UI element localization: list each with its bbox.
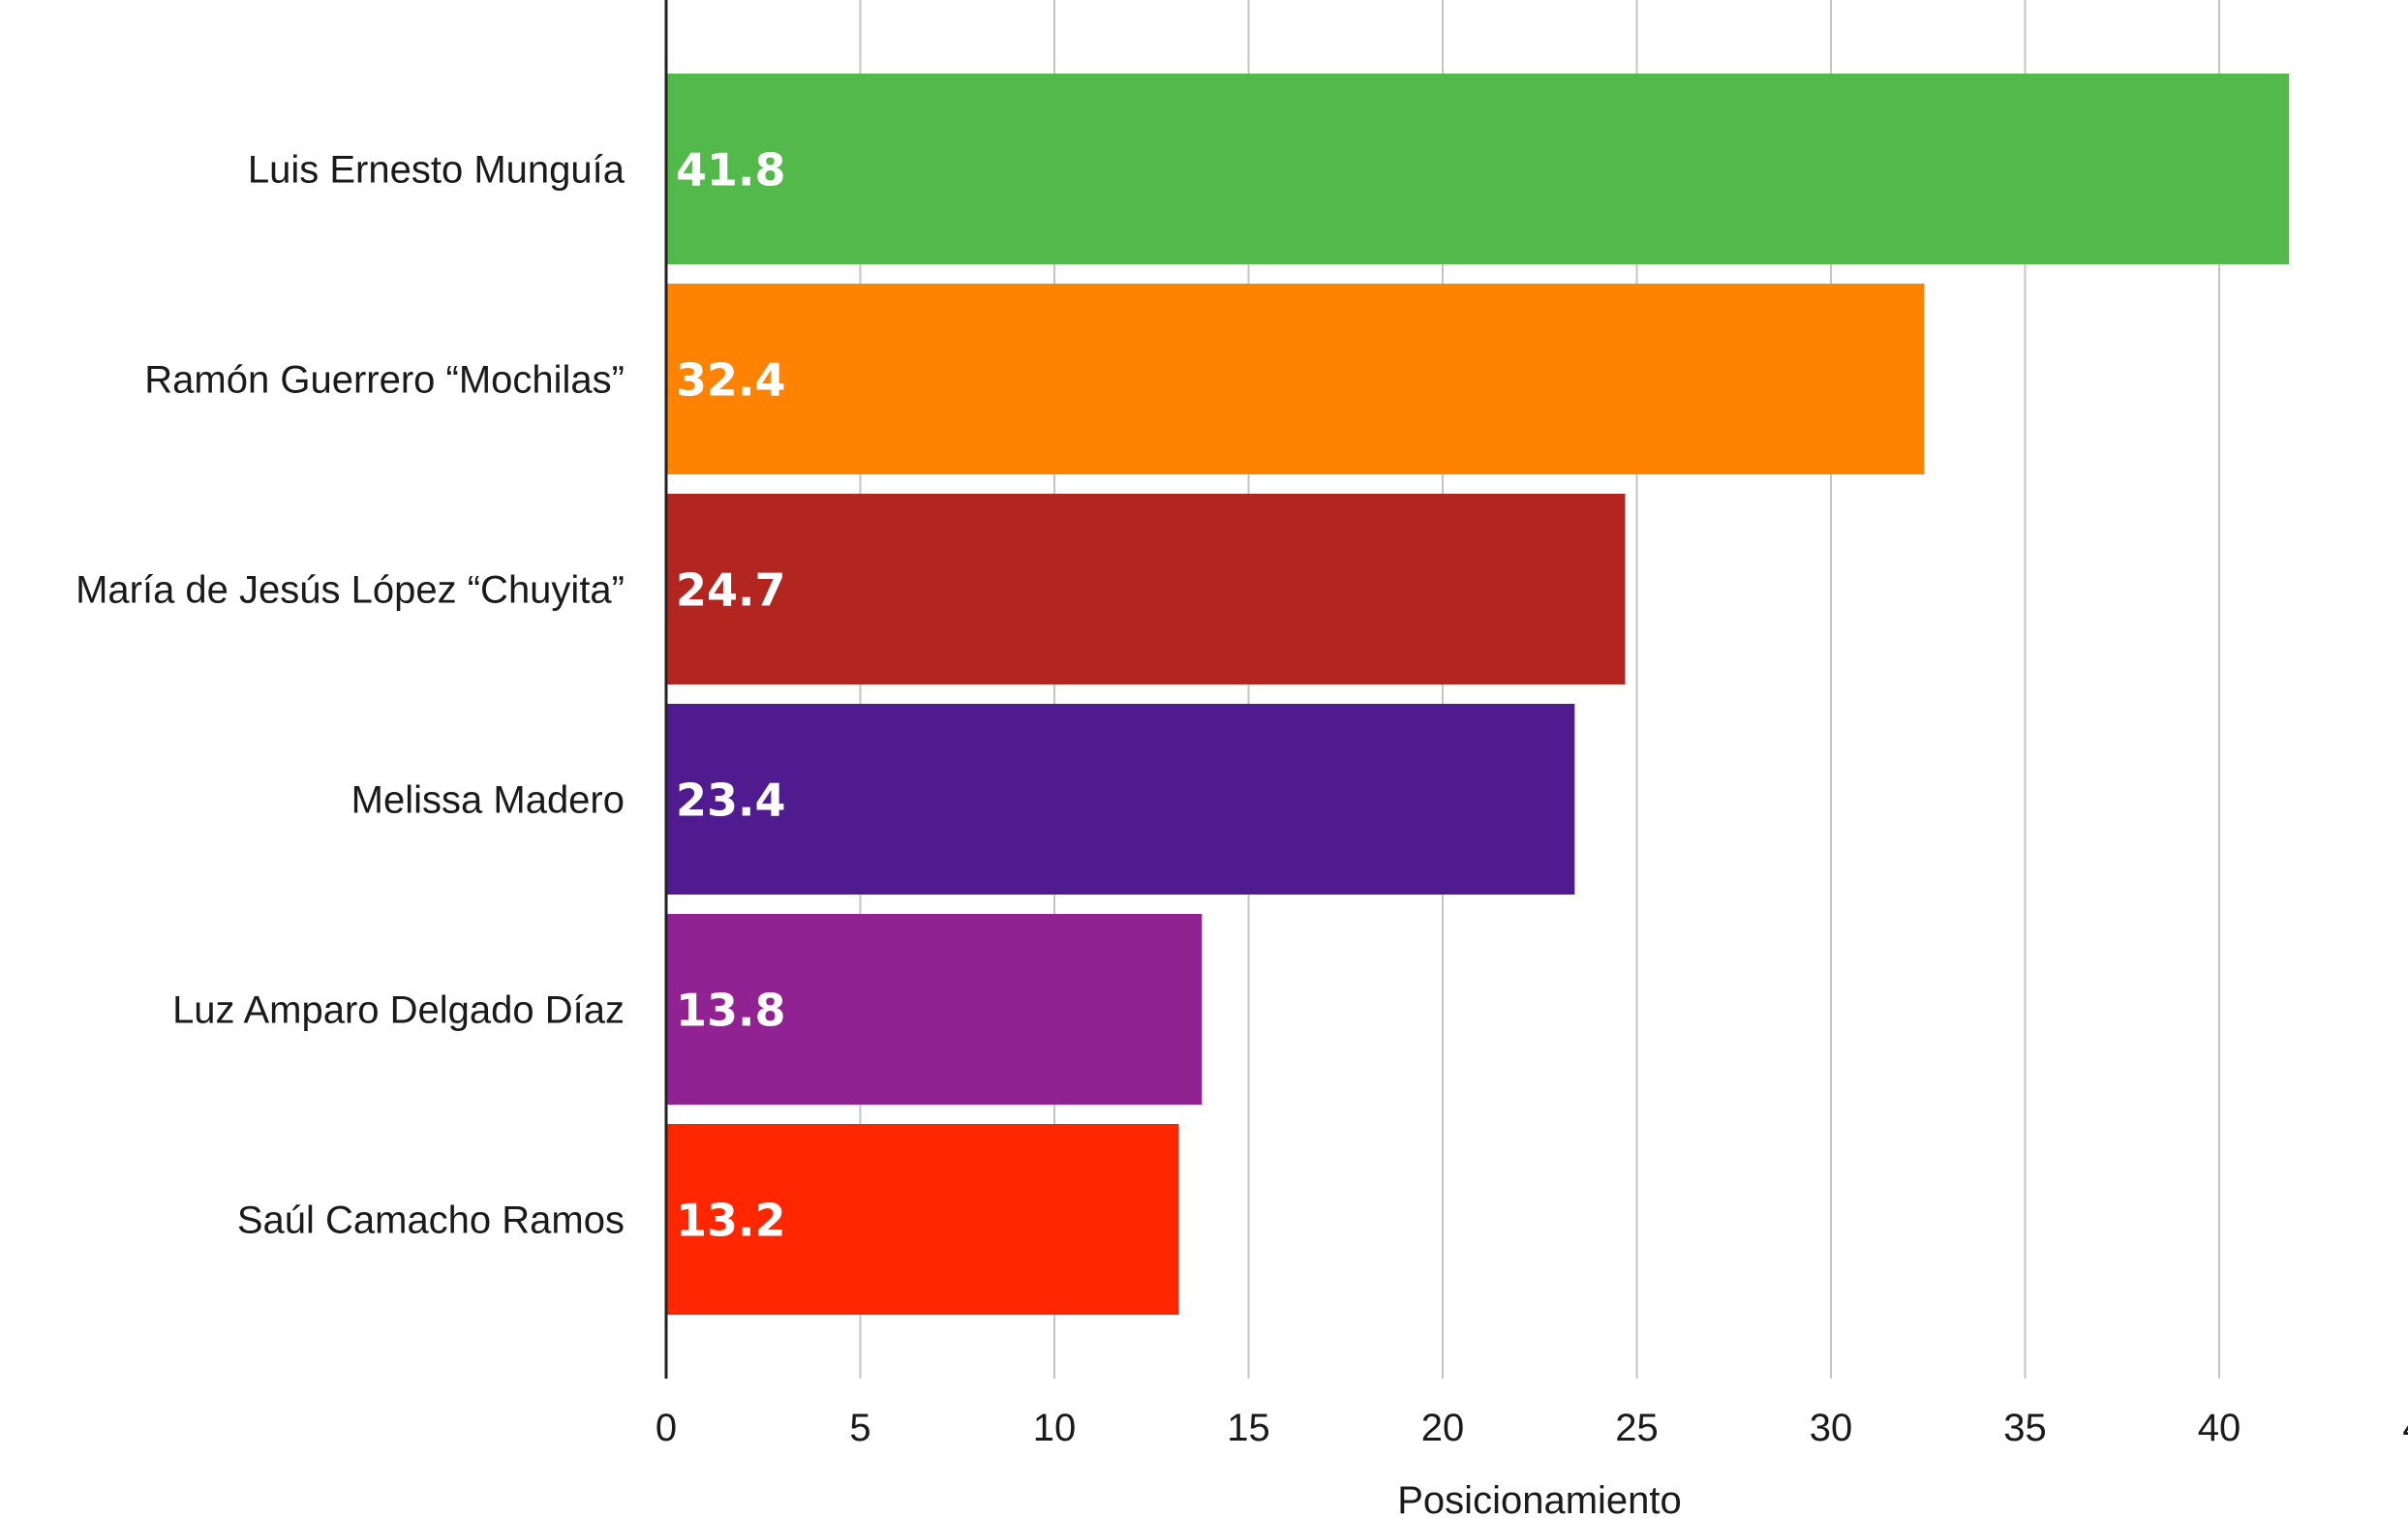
x-tick-label: 35 <box>2003 1407 2047 1449</box>
x-tick-label: 15 <box>1227 1407 1270 1449</box>
x-tick-label: 30 <box>1810 1407 1853 1449</box>
bar <box>666 704 1575 895</box>
data-label: 24.7 <box>676 564 786 617</box>
x-tick-label: 5 <box>849 1407 870 1449</box>
category-label: Luz Amparo Delgado Díaz <box>172 989 625 1032</box>
data-label: 32.4 <box>676 354 786 407</box>
category-label: Saúl Camacho Ramos <box>237 1200 625 1242</box>
x-tick-label: 25 <box>1615 1407 1659 1449</box>
x-tick-label: 4 <box>2402 1407 2408 1449</box>
data-label: 13.2 <box>676 1195 786 1247</box>
data-labels: 41.8 32.4 24.7 23.4 13.8 13.2 <box>676 144 786 1247</box>
category-label: Ramón Guerrero “Mochilas” <box>144 359 625 402</box>
category-label: Luis Ernesto Munguía <box>248 149 625 192</box>
x-axis-title: Posicionamiento <box>1397 1479 1682 1519</box>
data-label: 13.8 <box>676 985 786 1037</box>
x-tick-label: 40 <box>2198 1407 2241 1449</box>
data-label: 41.8 <box>676 144 786 197</box>
category-labels: Luis Ernesto Munguía Ramón Guerrero “Moch… <box>76 149 625 1242</box>
x-tick-label: 20 <box>1421 1407 1465 1449</box>
bar <box>666 914 1203 1105</box>
data-label: 23.4 <box>676 775 786 827</box>
bar <box>666 1124 1179 1315</box>
bars <box>666 74 2290 1315</box>
bar <box>666 284 1925 474</box>
bar <box>666 494 1626 684</box>
category-label: Melissa Madero <box>351 779 625 822</box>
x-tick-label: 0 <box>655 1407 677 1449</box>
x-tick-label: 10 <box>1033 1407 1077 1449</box>
category-label: María de Jesús López “Chuyita” <box>76 569 625 612</box>
bar <box>666 74 2290 264</box>
x-tick-labels: 0 5 10 15 20 25 30 35 40 4 <box>655 1407 2408 1449</box>
